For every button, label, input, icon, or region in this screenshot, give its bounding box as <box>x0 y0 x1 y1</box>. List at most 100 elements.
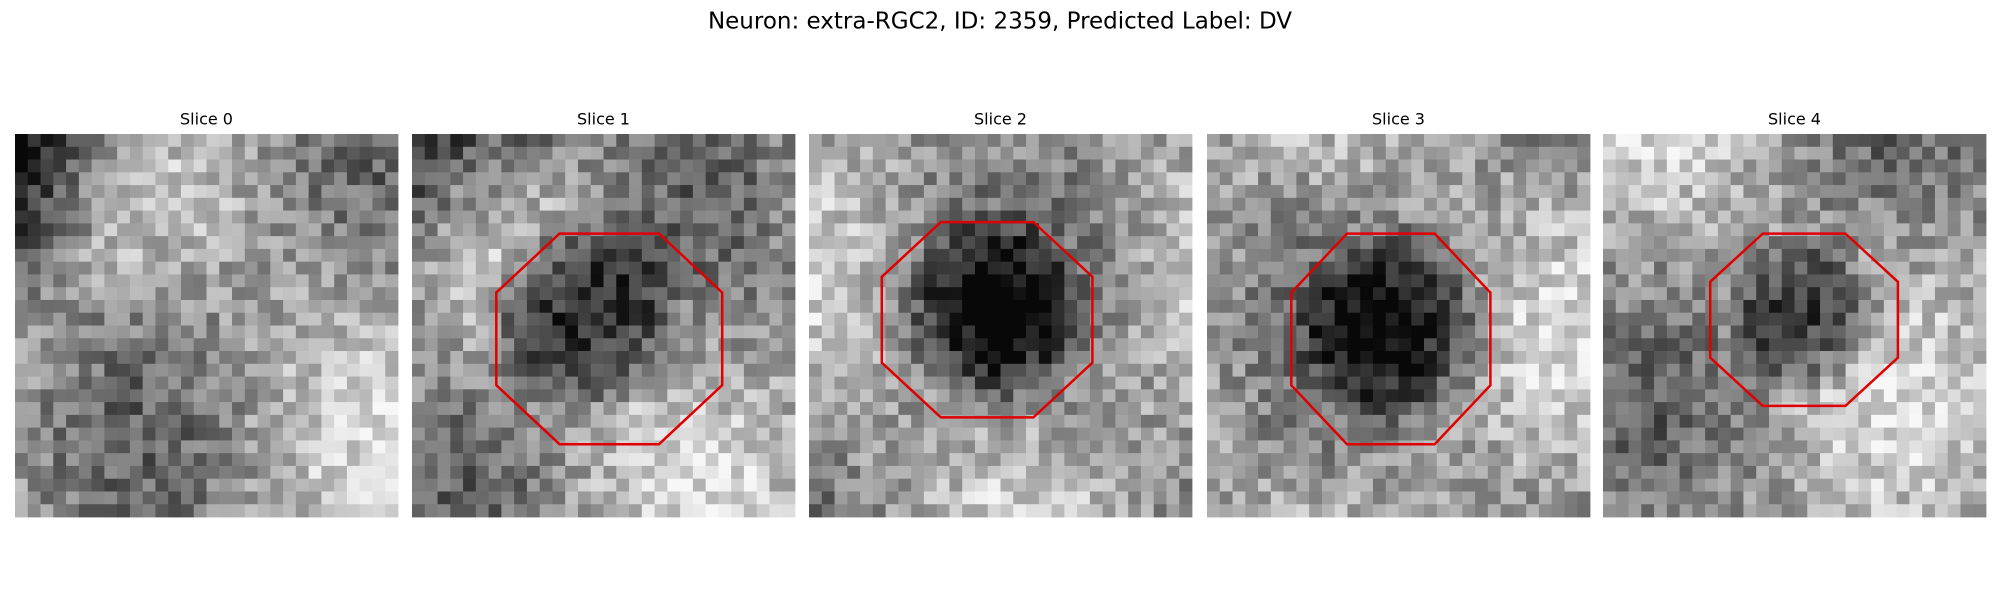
pixel <box>1500 261 1514 275</box>
pixel <box>206 185 220 199</box>
pixel <box>1115 261 1129 275</box>
pixel <box>1360 146 1374 160</box>
pixel <box>1909 440 1923 454</box>
pixel <box>1245 478 1259 492</box>
pixel <box>1871 325 1885 339</box>
pixel <box>40 274 54 288</box>
pixel <box>1934 504 1949 518</box>
pixel <box>923 274 938 288</box>
pixel <box>743 210 758 224</box>
pixel <box>949 440 963 454</box>
pixel <box>1436 210 1450 224</box>
pixel <box>1219 312 1233 326</box>
pixel <box>1347 351 1361 365</box>
pixel <box>743 389 758 403</box>
pixel <box>885 427 899 441</box>
pixel <box>1768 440 1783 454</box>
pixel <box>552 389 566 403</box>
pixel <box>629 453 643 467</box>
pixel <box>1654 351 1668 365</box>
pixel <box>1705 465 1719 480</box>
pixel <box>526 325 541 339</box>
pixel <box>949 197 963 211</box>
pixel <box>1115 236 1129 250</box>
pixel <box>1603 325 1617 339</box>
pixel <box>1832 402 1846 416</box>
pixel <box>1115 159 1129 173</box>
pixel <box>1858 210 1872 224</box>
pixel <box>1947 389 1961 403</box>
pixel <box>1077 159 1091 173</box>
pixel <box>1615 414 1629 429</box>
pixel <box>1207 312 1221 326</box>
pixel <box>346 465 361 480</box>
pixel <box>1013 159 1027 173</box>
pixel <box>590 159 604 173</box>
pixel <box>104 223 118 237</box>
pixel <box>923 465 938 480</box>
pixel <box>1102 504 1116 518</box>
pixel <box>987 351 1001 365</box>
pixel <box>475 427 489 441</box>
pixel <box>1513 299 1527 314</box>
pixel <box>743 325 758 339</box>
pixel <box>731 363 745 377</box>
pixel <box>1360 414 1374 429</box>
pixel <box>308 427 322 441</box>
pixel <box>987 402 1001 416</box>
pixel <box>117 159 131 173</box>
pixel <box>1115 185 1129 199</box>
pixel <box>782 312 796 326</box>
pixel <box>654 478 668 492</box>
pixel <box>539 236 553 250</box>
pixel <box>1179 185 1193 199</box>
pixel <box>1666 351 1680 365</box>
pixel <box>936 210 950 224</box>
pixel <box>539 159 553 173</box>
pixel <box>206 287 220 301</box>
pixel <box>1296 159 1310 173</box>
pixel <box>1666 261 1680 275</box>
pixel <box>475 491 489 505</box>
pixel <box>334 146 348 160</box>
pixel <box>1462 363 1476 377</box>
pixel <box>1858 274 1872 288</box>
pixel <box>923 197 938 211</box>
pixel <box>667 197 681 211</box>
pixel <box>488 402 502 416</box>
pixel <box>334 299 348 314</box>
pixel <box>1296 299 1310 314</box>
pixel <box>142 287 156 301</box>
pixel <box>15 389 29 403</box>
pixel <box>1615 248 1629 263</box>
pixel <box>1153 504 1167 518</box>
pixel <box>424 197 438 211</box>
pixel <box>1026 146 1040 160</box>
pixel <box>987 376 1001 390</box>
pixel <box>475 146 489 160</box>
pixel <box>1615 376 1629 390</box>
pixel <box>1960 478 1974 492</box>
pixel <box>488 274 502 288</box>
pixel <box>1153 159 1167 173</box>
pixel <box>15 210 29 224</box>
pixel <box>346 210 361 224</box>
pixel <box>1334 389 1348 403</box>
pixel <box>1372 299 1387 314</box>
pixel <box>974 491 989 505</box>
pixel <box>283 185 297 199</box>
pixel <box>1232 172 1246 186</box>
pixel <box>1258 236 1272 250</box>
pixel <box>1730 389 1744 403</box>
pixel <box>1628 210 1642 224</box>
pixel <box>1270 491 1284 505</box>
pixel <box>142 159 156 173</box>
pixel <box>526 299 541 314</box>
pixel <box>385 312 399 326</box>
pixel <box>872 287 886 301</box>
pixel <box>488 491 502 505</box>
pixel <box>117 453 131 467</box>
pixel <box>334 159 348 173</box>
pixel <box>219 223 233 237</box>
pixel <box>244 236 258 250</box>
